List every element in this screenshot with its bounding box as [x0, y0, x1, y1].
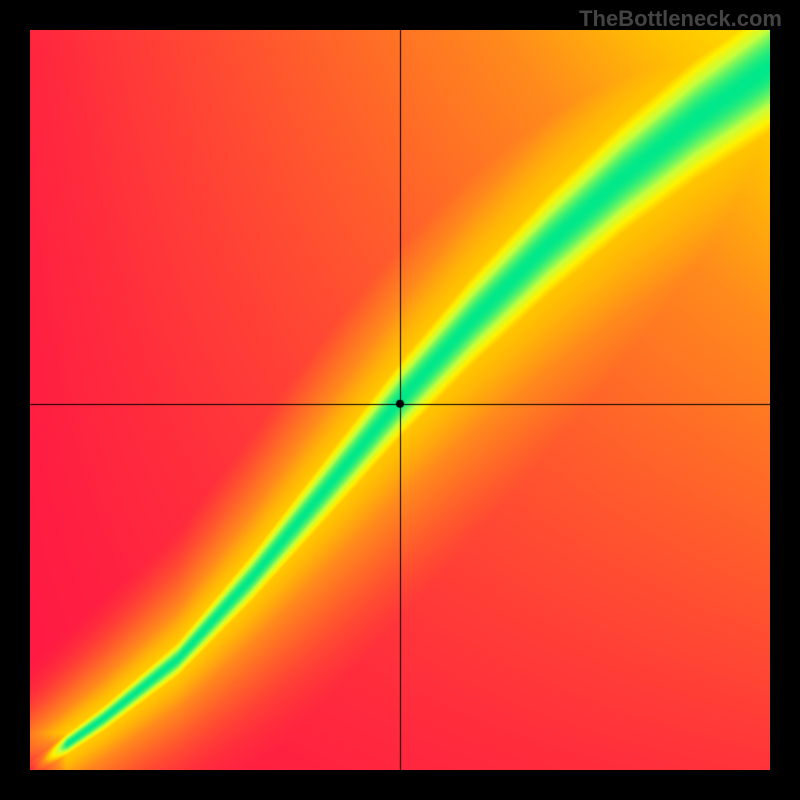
- bottleneck-heatmap: [30, 30, 770, 770]
- watermark-label: TheBottleneck.com: [579, 6, 782, 32]
- chart-container: { "chart": { "type": "heatmap", "canvas_…: [0, 0, 800, 800]
